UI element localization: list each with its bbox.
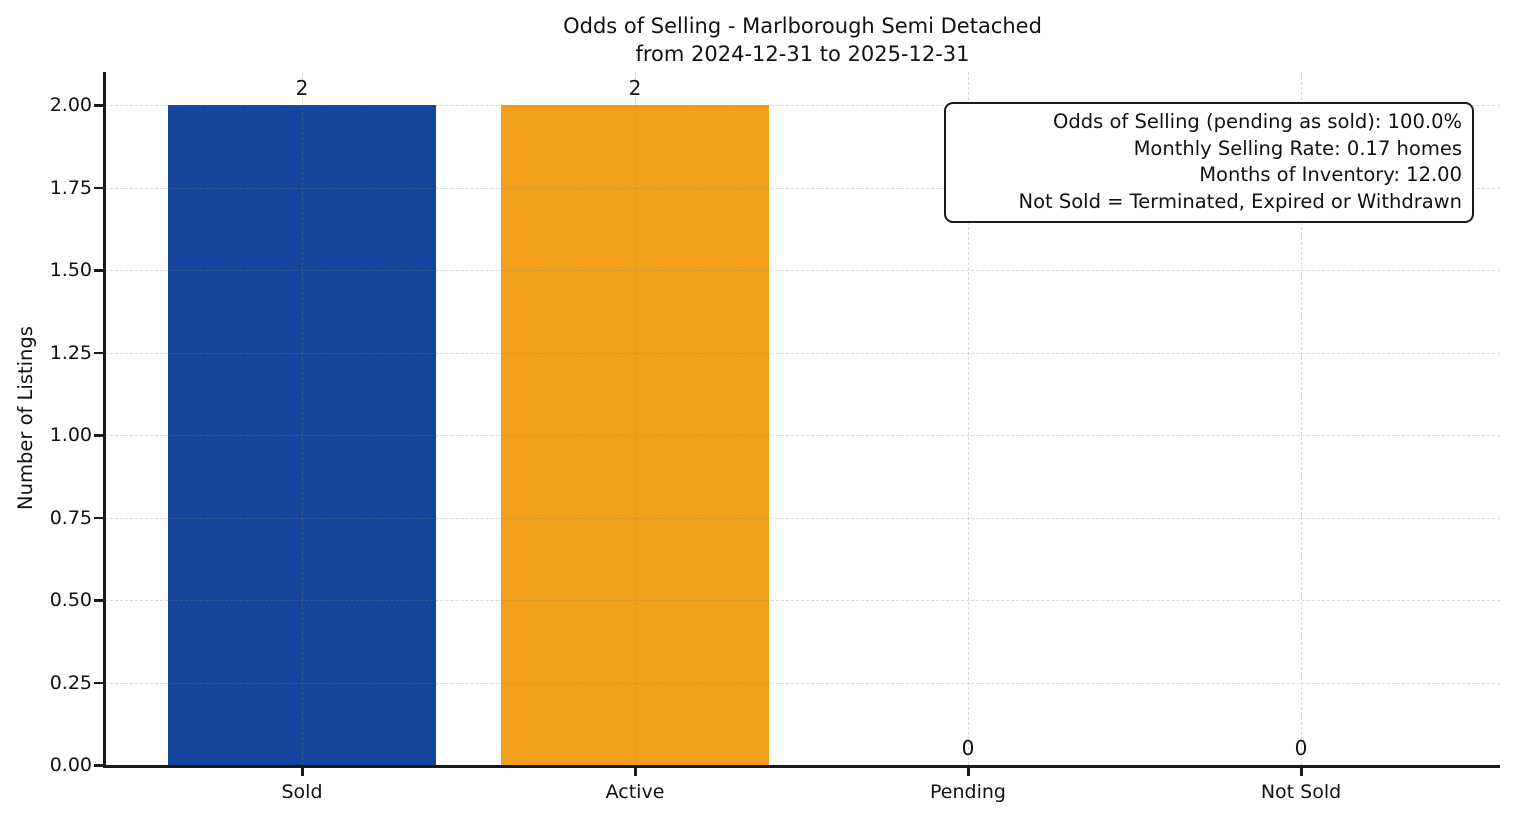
annotation-line: Odds of Selling (pending as sold): 100.0… (1052, 110, 1462, 133)
y-tick-label: 0.75 (49, 506, 92, 529)
y-tick-mark (94, 269, 103, 272)
y-tick-mark (94, 351, 103, 354)
y-tick-label: 0.25 (49, 671, 92, 694)
y-tick-mark (94, 104, 103, 107)
y-tick-label: 1.25 (49, 341, 92, 364)
gridline-v-active (635, 72, 636, 765)
y-tick-mark (94, 516, 103, 519)
x-tick-label-sold: Sold (281, 781, 323, 803)
chart-subtitle: from 2024-12-31 to 2025-12-31 (635, 42, 970, 66)
x-axis-spine (103, 765, 1500, 768)
gridline-v-not-sold (1301, 72, 1302, 765)
annotation-line: Not Sold = Terminated, Expired or Withdr… (1018, 189, 1462, 213)
gridline-h-0.75 (105, 517, 1500, 519)
gridline-h-1.25 (105, 352, 1500, 354)
x-tick-mark (1300, 767, 1303, 776)
chart-title-block: Odds of Selling - Marlborough Semi Detac… (105, 12, 1500, 68)
bar-value-label-active: 2 (628, 76, 642, 100)
gridline-h-1.75 (105, 187, 1500, 189)
y-tick-label: 0.50 (49, 589, 92, 611)
bar-active (501, 105, 769, 765)
y-tick-mark (94, 764, 103, 767)
bar-value-label-sold: 2 (295, 76, 309, 100)
gridline-v-pending (968, 72, 969, 765)
gridline-h-2.00 (105, 105, 1500, 106)
bar-sold (168, 105, 436, 765)
x-tick-mark (967, 767, 970, 776)
bar-value-label-not-sold: 0 (1294, 736, 1308, 760)
y-tick-label: 0.00 (49, 754, 92, 776)
gridline-h-1.00 (105, 435, 1500, 436)
annotation-line: Months of Inventory: 12.00 (1199, 163, 1462, 186)
annotation-line: Monthly Selling Rate: 0.17 homes (1133, 136, 1462, 160)
y-tick-label: 1.50 (49, 259, 92, 281)
x-tick-mark (634, 767, 637, 776)
plot-area: 0.00 0.25 0.50 0.75 1.00 1.25 1.50 1.75 2.00 Sold… (50, 72, 1500, 803)
y-tick-mark (94, 186, 103, 189)
stats-annotation-box: Odds of Selling (pending as sold): 100.0… (944, 102, 1474, 223)
chart-title: Odds of Selling - Marlborough Semi Detac… (563, 14, 1042, 38)
y-axis-spine (103, 72, 106, 767)
gridline-h-0.25 (105, 682, 1500, 684)
y-tick-mark (94, 599, 103, 602)
x-tick-label-active: Active (605, 781, 665, 803)
bar-value-label-pending: 0 (961, 736, 975, 760)
x-tick-mark (301, 767, 304, 776)
y-tick-label: 1.75 (49, 176, 92, 199)
x-tick-label-pending: Pending (930, 781, 1006, 803)
y-tick-label: 1.00 (49, 424, 92, 446)
y-tick-mark (94, 434, 103, 437)
y-tick-mark (94, 681, 103, 684)
x-tick-label-not-sold: Not Sold (1260, 781, 1342, 803)
gridline-h-0.50 (105, 600, 1500, 601)
y-tick-label: 2.00 (49, 94, 92, 116)
gridline-h-1.50 (105, 270, 1500, 271)
gridline-v-sold (302, 72, 303, 765)
